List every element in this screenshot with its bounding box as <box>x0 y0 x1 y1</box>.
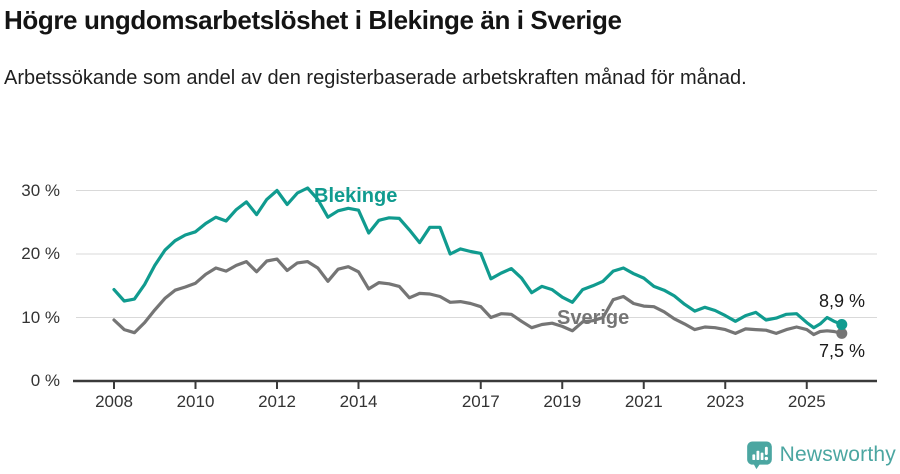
x-tick-label: 2010 <box>176 392 215 411</box>
x-tick-label: 2025 <box>787 392 826 411</box>
x-tick-label: 2017 <box>461 392 500 411</box>
end-value-label-blekinge: 8,9 % <box>819 291 866 311</box>
chart-header: Högre ungdomsarbetslöshet i Blekinge än … <box>4 5 884 94</box>
y-tick-label: 20 % <box>21 244 60 263</box>
x-tick-label: 2021 <box>624 392 663 411</box>
x-tick-label: 2012 <box>258 392 296 411</box>
series-label-blekinge: Blekinge <box>314 185 398 207</box>
chart-subtitle: Arbetssökande som andel av den registerb… <box>4 66 747 89</box>
series-label-sverige: Sverige <box>557 307 630 329</box>
end-point-sverige <box>836 327 848 339</box>
page-title: Högre ungdomsarbetslöshet i Blekinge än … <box>4 5 622 35</box>
x-tick-label: 2008 <box>95 392 133 411</box>
x-tick-label: 2023 <box>706 392 745 411</box>
series-line-sverige <box>112 257 844 337</box>
end-value-label-sverige: 7,5 % <box>819 341 866 361</box>
x-tick-label: 2014 <box>339 392 378 411</box>
y-tick-label: 0 % <box>30 371 60 390</box>
newsworthy-brand-name: Newsworthy <box>779 443 896 466</box>
y-tick-label: 10 % <box>21 307 60 327</box>
newsworthy-logo-icon <box>746 441 772 470</box>
newsworthy-logo[interactable]: Newsworthy <box>746 440 896 470</box>
x-tick-label: 2019 <box>543 392 582 411</box>
series-line-blekinge <box>112 186 844 330</box>
y-tick-label: 30 % <box>21 180 60 200</box>
end-point-blekinge <box>836 318 848 330</box>
